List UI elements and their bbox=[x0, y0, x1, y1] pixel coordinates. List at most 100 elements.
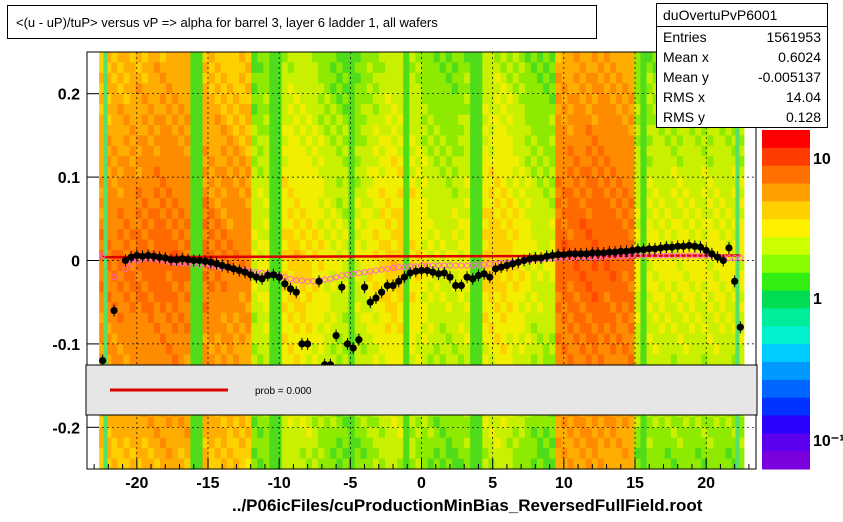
heatmap-cell bbox=[415, 114, 423, 126]
heatmap-cell bbox=[391, 52, 398, 64]
heatmap-cell bbox=[263, 104, 271, 116]
heatmap-cell bbox=[737, 166, 745, 178]
heatmap-cell bbox=[324, 312, 331, 324]
heatmap-cell bbox=[403, 52, 410, 64]
heatmap-cell bbox=[220, 114, 228, 126]
heatmap-cell bbox=[129, 104, 137, 116]
stats-row-rms-x: RMS x 14.04 bbox=[663, 87, 821, 107]
heatmap-cell bbox=[433, 291, 441, 303]
heatmap-cell bbox=[640, 166, 648, 178]
heatmap-cell bbox=[312, 156, 319, 168]
heatmap-cell bbox=[354, 62, 362, 74]
heatmap-cell bbox=[421, 52, 429, 64]
heatmap-cell bbox=[117, 187, 125, 199]
profile-point bbox=[679, 242, 688, 250]
heatmap-cell bbox=[117, 72, 125, 84]
heatmap-cell bbox=[178, 104, 185, 116]
heatmap-cell bbox=[628, 270, 635, 282]
heatmap-cell bbox=[202, 62, 210, 74]
heatmap-cell bbox=[372, 93, 380, 105]
plot-title: <(u - uP)/tuP> versus vP => alpha for ba… bbox=[7, 5, 597, 39]
heatmap-cell bbox=[263, 218, 271, 230]
heatmap-cell bbox=[269, 135, 277, 147]
heatmap-cell bbox=[524, 114, 532, 126]
heatmap-cell bbox=[573, 124, 581, 136]
heatmap-cell bbox=[360, 93, 368, 105]
y-tick-label: 0 bbox=[71, 254, 80, 271]
heatmap-cell bbox=[439, 333, 447, 345]
heatmap-cell bbox=[494, 302, 502, 314]
heatmap-cell bbox=[391, 187, 398, 199]
heatmap-cell bbox=[281, 104, 289, 116]
heatmap-cell bbox=[603, 93, 611, 105]
heatmap-cell bbox=[652, 260, 660, 272]
heatmap-cell bbox=[263, 145, 271, 157]
heatmap-cell bbox=[457, 333, 465, 345]
heatmap-cell bbox=[159, 270, 167, 282]
heatmap-cell bbox=[366, 187, 374, 199]
heatmap-cell bbox=[512, 83, 520, 95]
heatmap-cell bbox=[172, 291, 179, 303]
heatmap-cell bbox=[427, 124, 435, 136]
heatmap-cell bbox=[159, 104, 167, 116]
heatmap-cell bbox=[208, 270, 216, 282]
heatmap-cell bbox=[421, 124, 429, 136]
heatmap-cell bbox=[421, 354, 429, 366]
heatmap-cell bbox=[232, 177, 240, 189]
heatmap-cell bbox=[646, 124, 654, 136]
heatmap-cell bbox=[524, 323, 532, 335]
heatmap-cell bbox=[476, 229, 483, 241]
heatmap-cell bbox=[159, 427, 167, 439]
heatmap-cell bbox=[263, 458, 271, 470]
heatmap-cell bbox=[342, 156, 350, 168]
heatmap-cell bbox=[518, 270, 526, 282]
heatmap-cell bbox=[117, 427, 125, 439]
heatmap-cell bbox=[360, 104, 368, 116]
heatmap-cell bbox=[597, 156, 605, 168]
heatmap-cell bbox=[464, 72, 471, 84]
heatmap-cell bbox=[330, 156, 337, 168]
heatmap-cell bbox=[330, 302, 337, 314]
heatmap-cell bbox=[159, 197, 167, 209]
heatmap-cell bbox=[670, 124, 678, 136]
heatmap-cell bbox=[166, 218, 173, 230]
heatmap-cell bbox=[591, 177, 599, 189]
heatmap-cell bbox=[245, 145, 252, 157]
heatmap-cell bbox=[549, 354, 556, 366]
heatmap-cell bbox=[537, 135, 544, 147]
heatmap-cell bbox=[488, 62, 496, 74]
heatmap-cell bbox=[628, 52, 635, 64]
heatmap-cell bbox=[731, 239, 739, 251]
heatmap-cell bbox=[336, 458, 344, 470]
heatmap-cell bbox=[245, 156, 252, 168]
heatmap-cell bbox=[457, 124, 465, 136]
heatmap-cell bbox=[287, 302, 295, 314]
heatmap-cell bbox=[603, 229, 611, 241]
heatmap-cell bbox=[190, 104, 198, 116]
heatmap-cell bbox=[494, 72, 502, 84]
heatmap-cell bbox=[664, 208, 672, 220]
heatmap-cell bbox=[573, 416, 581, 428]
heatmap-cell bbox=[652, 62, 660, 74]
heatmap-cell bbox=[397, 343, 404, 355]
heatmap-cell bbox=[646, 114, 654, 126]
heatmap-cell bbox=[524, 416, 532, 428]
heatmap-cell bbox=[561, 437, 569, 449]
heatmap-cell bbox=[701, 187, 708, 199]
heatmap-cell bbox=[360, 114, 368, 126]
color-scale-band bbox=[762, 379, 810, 399]
heatmap-cell bbox=[451, 260, 459, 272]
heatmap-cell bbox=[372, 72, 380, 84]
heatmap-cell bbox=[689, 218, 696, 230]
heatmap-cell bbox=[664, 156, 672, 168]
heatmap-cell bbox=[305, 52, 313, 64]
heatmap-cell bbox=[184, 229, 191, 241]
heatmap-cell bbox=[439, 208, 447, 220]
heatmap-cell bbox=[403, 166, 410, 178]
heatmap-cell bbox=[634, 72, 642, 84]
heatmap-cell bbox=[494, 166, 502, 178]
heatmap-cell bbox=[391, 208, 398, 220]
heatmap-cell bbox=[670, 135, 678, 147]
heatmap-cell bbox=[421, 177, 429, 189]
heatmap-cell bbox=[415, 72, 423, 84]
